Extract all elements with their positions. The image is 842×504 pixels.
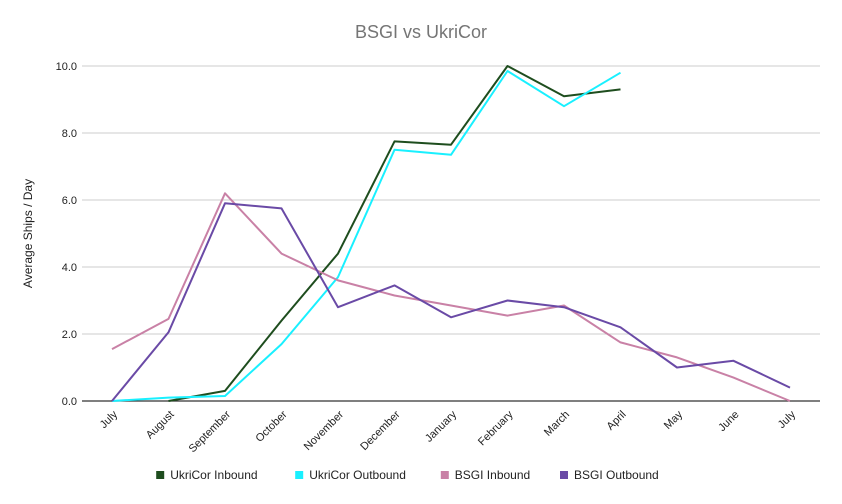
x-tick-label: April xyxy=(605,409,629,433)
chart-title: BSGI vs UkriCor xyxy=(355,22,487,42)
series-line-bsgi-inbound xyxy=(111,192,791,402)
legend-label-bsgi-inbound: BSGI Inbound xyxy=(455,468,530,482)
legend-swatch-bsgi-outbound xyxy=(560,471,568,479)
x-tick-label: October xyxy=(253,408,289,444)
x-tick-label: November xyxy=(302,408,347,453)
y-tick-label: 4.0 xyxy=(62,262,77,274)
y-tick-label: 10.0 xyxy=(56,61,77,73)
x-tick-label: May xyxy=(662,408,686,432)
x-tick-label: July xyxy=(98,408,121,431)
legend-label-bsgi-outbound: BSGI Outbound xyxy=(574,468,659,482)
y-axis-ticks: 0.0 2.0 4.0 6.0 8.0 10.0 xyxy=(56,61,77,408)
x-axis-ticks: July August September October November Decemb… xyxy=(98,408,799,455)
y-tick-label: 6.0 xyxy=(62,195,77,207)
series-line-bsgi-outbound xyxy=(111,202,791,402)
x-tick-label: January xyxy=(423,408,460,445)
x-tick-label: December xyxy=(358,408,403,453)
series-line-ukricor-outbound xyxy=(111,70,622,402)
legend-swatch-ukricor-outbound xyxy=(295,471,304,479)
legend-swatch-ukricor-inbound xyxy=(156,471,165,479)
y-axis-label: Average Ships / Day xyxy=(21,179,35,288)
gridlines xyxy=(82,65,820,402)
legend: UkriCor Inbound UkriCor Outbound BSGI Inbo… xyxy=(156,468,659,482)
x-tick-label: March xyxy=(542,409,572,439)
x-tick-label: September xyxy=(187,408,234,455)
y-tick-label: 2.0 xyxy=(62,329,77,341)
legend-label-ukricor-inbound: UkriCor Inbound xyxy=(170,468,257,482)
y-tick-label: 0.0 xyxy=(62,396,77,408)
legend-label-ukricor-outbound: UkriCor Outbound xyxy=(309,468,406,482)
y-tick-label: 8.0 xyxy=(62,128,77,140)
legend-swatch-bsgi-inbound xyxy=(440,471,449,479)
x-tick-label: February xyxy=(476,408,516,448)
x-tick-label: July xyxy=(776,408,799,431)
x-tick-label: August xyxy=(144,409,177,442)
x-tick-label: June xyxy=(716,409,741,434)
series-line-ukricor-inbound xyxy=(168,65,621,402)
series-lines xyxy=(111,65,791,402)
